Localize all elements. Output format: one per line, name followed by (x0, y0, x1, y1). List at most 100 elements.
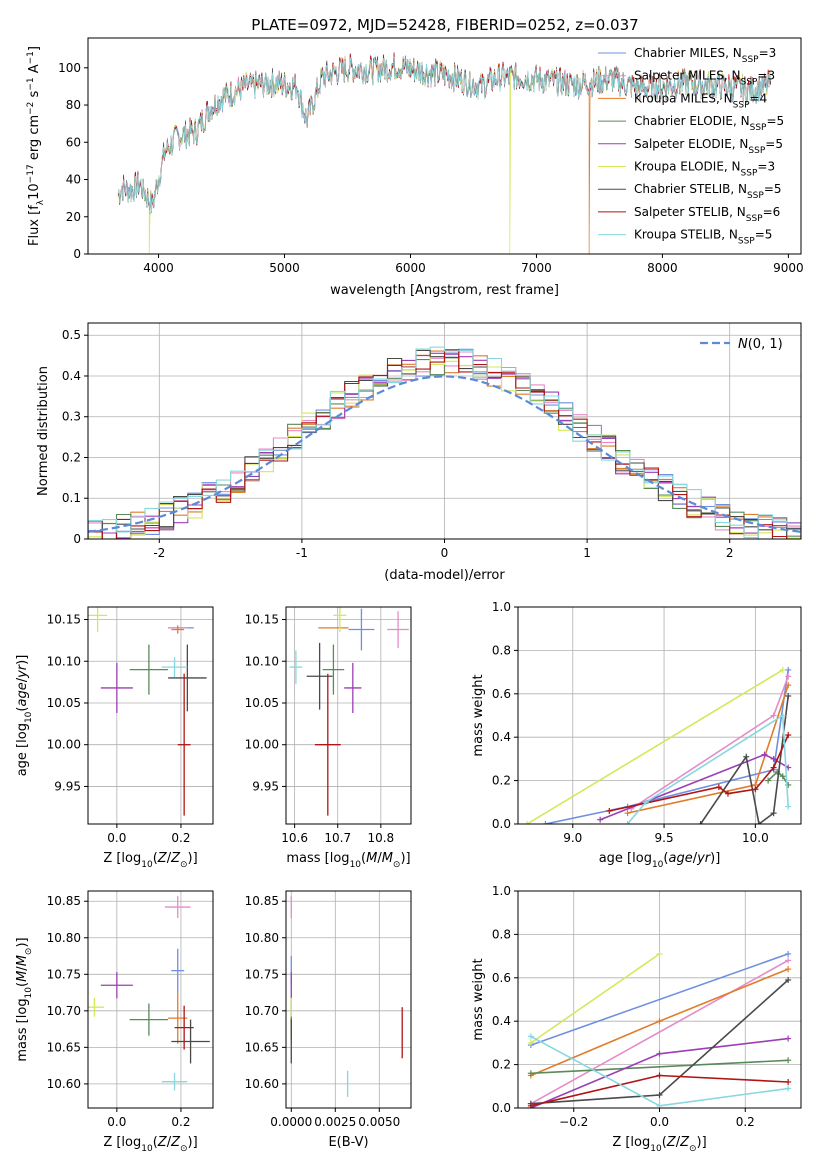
label-part: M (15, 955, 30, 966)
label-part: SSP (747, 191, 764, 201)
label-part: ] (27, 46, 42, 51)
x-tick-label: -1 (296, 546, 308, 560)
mass-weight-vs-z-panel: −0.2 0.0 0.20.00.20.40.60.81.0Z [log10(Z/Z… (471, 884, 802, 1154)
label-part: 10 (24, 711, 34, 723)
plot-area (88, 607, 207, 816)
label-part: −1 (26, 77, 36, 90)
x-axis-label: mass [log10(M/M⊙)] (286, 851, 410, 870)
label-part: M (382, 851, 393, 866)
axes-frame (87, 890, 214, 1109)
y-axis-label: Flux [fλ10−17 erg cm−2 s−1 A−1] (26, 46, 46, 246)
label-part: ( (153, 851, 158, 866)
weight-line-series-1 (530, 959, 789, 1105)
label-part: ⊙ (24, 948, 34, 956)
legend-entry: Kroupa MILES, NSSP=4 (634, 91, 767, 110)
y-tick-label: 10.75 (47, 967, 81, 981)
label-part: Salpeter MILES, N (634, 69, 741, 83)
label-part: Z (170, 851, 181, 866)
histogram-series-8 (88, 346, 801, 539)
x-tick-label: 5000 (269, 261, 300, 275)
spectrum-line-series-5 (117, 53, 771, 254)
y-tick-label: 10.70 (47, 1004, 81, 1018)
label-part: Z (679, 1135, 690, 1150)
legend-entry: Salpeter ELODIE, NSSP=5 (634, 137, 783, 156)
x-tick-label: 0.2 (171, 1115, 190, 1129)
x-tick-label: 0 (441, 546, 449, 560)
y-tick-label: 10.65 (245, 1040, 279, 1054)
x-tick-label: 0.0025 (314, 1115, 356, 1129)
label-part: mass [log (286, 851, 349, 866)
y-tick-label: 10.15 (47, 613, 81, 627)
legend-entry: Chabrier STELIB, NSSP=5 (634, 182, 782, 201)
plot-area (290, 896, 403, 1098)
x-axis-label: E(B-V) (328, 1135, 368, 1150)
label-part: =5 (764, 182, 782, 196)
y-tick-label: 10.05 (245, 696, 279, 710)
label-part: 10 (27, 183, 42, 200)
label-part: )] (710, 851, 720, 866)
y-tick-label: 0.2 (492, 1058, 511, 1072)
label-part: −17 (26, 164, 36, 183)
legend-entry: Salpeter MILES, NSSP=3 (634, 69, 775, 88)
label-part: Kroupa STELIB, N (634, 228, 738, 242)
label-part: SSP (746, 214, 763, 224)
y-tick-label: 10.00 (47, 738, 81, 752)
label-part: / (693, 851, 698, 866)
spectrum-panel: 4000 5000 6000 7000 8000 9000 0 20 40 60 80 100 wave… (26, 37, 804, 298)
axes-frame (285, 890, 412, 1109)
y-tick-label: 20 (66, 210, 81, 224)
x-axis-label: Z [log10(Z/Z⊙)] (103, 851, 197, 870)
y-tick-label: 10.80 (245, 931, 279, 945)
label-part: SSP (738, 237, 755, 247)
label-part: )] (697, 1135, 707, 1150)
mass-vs-z-panel: 0.0 0.2 10.60 10.65 10.70 10.75 10.80 10.85 Z [l… (15, 890, 214, 1154)
x-tick-label: 8000 (647, 261, 678, 275)
label-part: ( (153, 1135, 158, 1150)
weight-line-series-0 (530, 953, 789, 1046)
label-part: 10 (350, 860, 362, 870)
label-part: 10 (652, 860, 664, 870)
plot-area (88, 896, 210, 1091)
x-axis-label: age [log10(age/yr)] (599, 851, 721, 870)
mass-vs-ebv-panel: 0.0000 0.0025 0.0050 10.60 10.65 10.70 10.75 10… (245, 890, 412, 1150)
label-part: ⊙ (689, 1144, 697, 1154)
label-part: =4 (750, 91, 768, 105)
y-tick-label: 9.95 (54, 779, 81, 793)
label-part: 10 (141, 860, 153, 870)
age-vs-mass-panel: 10.6 10.7 10.8 9.95 10.00 10.05 10.10 10.15 mass… (245, 606, 412, 870)
label-part: SSP (750, 123, 767, 133)
label-part: / (676, 1135, 681, 1150)
y-tick-label: 10.60 (47, 1077, 81, 1091)
label-part: yr (15, 663, 30, 679)
label-part: / (167, 851, 172, 866)
label-part: =3 (757, 69, 775, 83)
label-part: Z (157, 851, 168, 866)
plot-area (88, 346, 801, 539)
label-part: =5 (755, 228, 773, 242)
weight-line-series-5 (526, 669, 784, 824)
weight-line-series-4 (599, 753, 789, 821)
x-tick-label: 0.2 (736, 1115, 755, 1129)
label-part: )] (15, 937, 30, 947)
label-part: age [log (599, 851, 652, 866)
weight-line-series-3 (530, 1059, 789, 1075)
legend-entry: Kroupa STELIB, NSSP=5 (634, 228, 772, 247)
legend-entry: Chabrier ELODIE, NSSP=5 (634, 114, 784, 133)
label-part: ⊙ (393, 860, 401, 870)
y-tick-label: 40 (66, 173, 81, 187)
label-part: Kroupa MILES, N (634, 91, 733, 105)
label-part: 10 (24, 987, 34, 999)
label-part: SSP (742, 55, 759, 65)
label-part: SSP (741, 169, 758, 179)
figure-title: PLATE=0972, MJD=52428, FIBERID=0252, z=0… (251, 16, 638, 34)
label-part: N (738, 337, 748, 352)
y-tick-label: 0.4 (492, 730, 511, 744)
label-part: ( (15, 982, 30, 987)
x-axis-label: Z [log10(Z/Z⊙)] (103, 1135, 197, 1154)
label-part: λ (36, 199, 46, 205)
label-part: )] (400, 851, 410, 866)
label-part: age (668, 851, 692, 866)
weight-line-series-5 (530, 953, 660, 1044)
label-part: Z [log (103, 851, 141, 866)
